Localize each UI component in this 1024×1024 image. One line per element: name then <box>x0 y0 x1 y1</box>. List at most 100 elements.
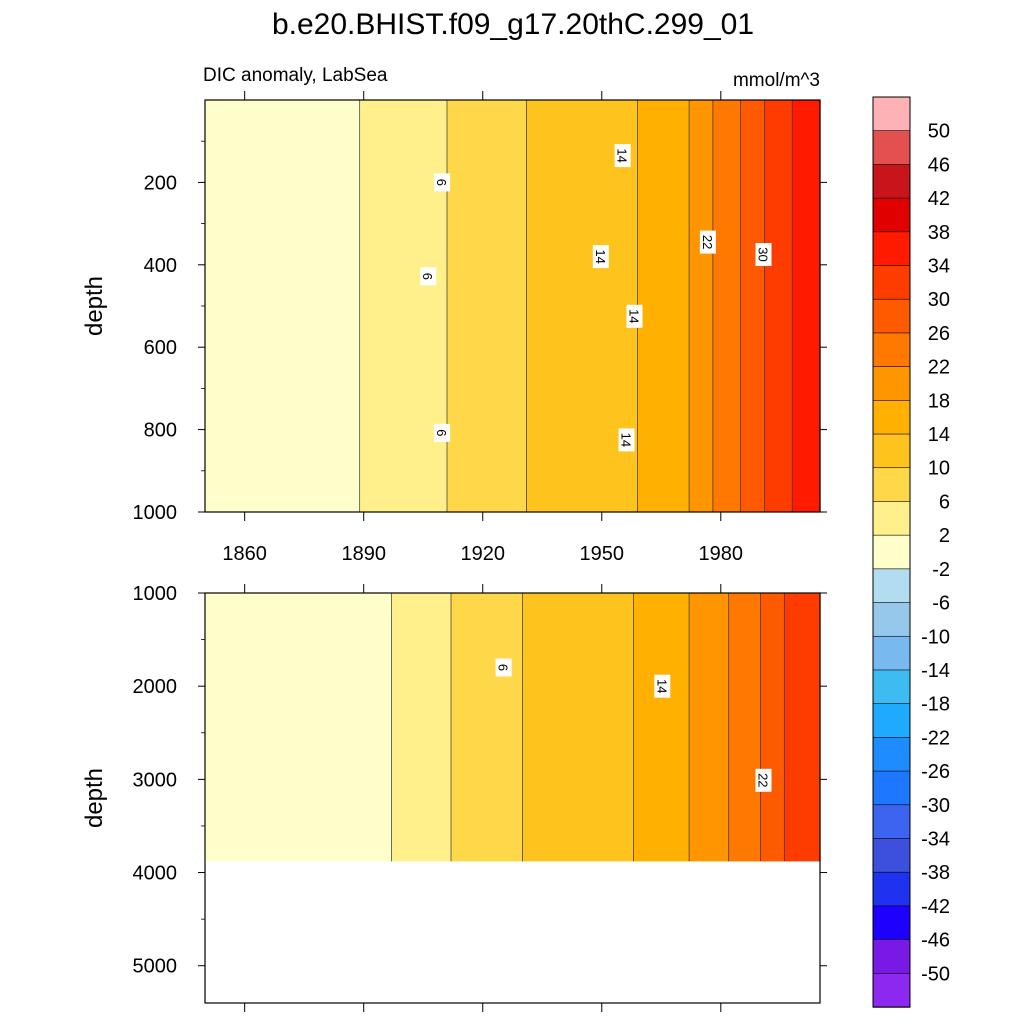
contour-label-box <box>699 230 716 254</box>
contour-label-text: 22 <box>756 773 771 787</box>
colorbar-swatch <box>872 871 911 907</box>
contour-label-box <box>755 243 772 266</box>
anomaly-band <box>637 100 690 512</box>
colorbar-label: -22 <box>921 727 950 749</box>
colorbar-label: 30 <box>928 289 950 311</box>
colorbar-label: 10 <box>928 458 950 480</box>
colorbar-label: -30 <box>921 795 950 817</box>
variable-label: DIC anomaly, LabSea <box>203 65 388 86</box>
contour-label-text: 22 <box>700 235 715 249</box>
anomaly-band <box>447 100 527 512</box>
colorbar-swatch <box>872 804 911 840</box>
units-label: mmol/m^3 <box>733 70 820 91</box>
contour-label-text: 6 <box>496 664 511 671</box>
contour-label-text: 14 <box>627 309 642 323</box>
colorbar-label: -18 <box>921 694 950 716</box>
y-tick-label: 1000 <box>133 583 178 605</box>
contour-label-text: 14 <box>615 148 630 162</box>
colorbar-swatch <box>872 905 911 941</box>
colorbar-label: -14 <box>921 660 950 682</box>
colorbar-label: -26 <box>921 761 950 783</box>
contour-label-box <box>434 173 451 192</box>
x-tick-label: 1920 <box>460 543 505 565</box>
colorbar-label: -46 <box>921 930 950 952</box>
contour-label-box <box>434 423 451 442</box>
plot-frame <box>204 592 821 1004</box>
contour-label-box <box>618 428 635 452</box>
contour-label: 14 <box>614 144 631 168</box>
anomaly-band <box>359 100 448 512</box>
anomaly-band <box>712 100 742 512</box>
colorbar-swatch <box>872 602 911 637</box>
colorbar-swatch <box>872 838 911 873</box>
contour-label: 22 <box>755 768 772 792</box>
colorbar-swatch <box>872 568 911 604</box>
y-tick-label: 400 <box>144 255 177 277</box>
contour-label-text: 6 <box>434 429 449 436</box>
contour-label-text: 6 <box>420 273 435 280</box>
contour-label-box <box>614 144 631 168</box>
contour-label-box <box>755 768 772 792</box>
anomaly-band <box>391 593 452 862</box>
y-axis-label: depth <box>81 276 108 336</box>
x-tick-label: 1980 <box>699 543 744 565</box>
y-axis-label: depth <box>81 768 108 828</box>
colorbar-swatch <box>872 737 911 772</box>
colorbar-swatch <box>872 669 911 705</box>
contour-label: 14 <box>654 674 671 698</box>
figure-title: b.e20.BHIST.f09_g17.20thC.299_01 <box>272 8 754 41</box>
anomaly-band <box>633 593 690 862</box>
colorbar-swatch <box>872 939 911 974</box>
colorbar-label: -34 <box>921 829 950 851</box>
colorbar-swatch <box>872 332 911 368</box>
colorbar-label: -2 <box>932 559 950 581</box>
colorbar-frame <box>872 96 911 1008</box>
colorbar-label: 50 <box>928 121 950 143</box>
colorbar-swatch <box>872 703 911 739</box>
y-tick-label: 4000 <box>133 863 178 885</box>
anomaly-band <box>760 593 785 862</box>
colorbar-label: 42 <box>928 188 950 210</box>
colorbar-label: 26 <box>928 323 950 345</box>
colorbar-swatch <box>872 534 911 570</box>
contour-label: 14 <box>626 304 643 328</box>
colorbar-label: -10 <box>921 626 950 648</box>
contour-label: 6 <box>495 658 512 677</box>
upper-depth-panel: 200 400 600 800 1000 depth 1860 1890 1920 1950 198… <box>81 91 827 565</box>
contour-label: 14 <box>592 245 609 269</box>
colorbar-swatch <box>872 433 911 469</box>
colorbar: 50 46 42 38 34 30 26 22 18 14 10 6 2 -2 -6 -10 -14 -18 -22… <box>872 96 950 1008</box>
colorbar-swatch <box>872 635 911 671</box>
contour-label-box <box>626 304 643 328</box>
colorbar-swatch <box>872 164 911 199</box>
contour-label-text: 30 <box>756 247 771 261</box>
colorbar-swatch <box>872 972 911 1008</box>
colorbar-label: 18 <box>928 390 950 412</box>
contour-label: 30 <box>755 243 772 266</box>
contour-label-text: 14 <box>654 679 669 693</box>
colorbar-swatch <box>872 400 911 435</box>
contour-label-box <box>654 674 671 698</box>
contour-label-box <box>495 658 512 677</box>
colorbar-swatch <box>872 467 911 503</box>
contour-label-text: 14 <box>593 249 608 263</box>
contour-label: 6 <box>420 267 437 286</box>
contour-label-box <box>420 267 437 286</box>
y-tick-label: 5000 <box>133 956 178 978</box>
colorbar-swatch <box>872 231 911 267</box>
colorbar-swatch <box>872 96 911 132</box>
x-tick-label: 1890 <box>341 543 386 565</box>
contour-label: 14 <box>618 428 635 452</box>
y-tick-label: 1000 <box>133 502 178 524</box>
contour-label-text: 6 <box>434 179 449 186</box>
anomaly-band <box>792 100 821 512</box>
contour-label: 22 <box>699 230 716 254</box>
colorbar-swatch <box>872 130 911 166</box>
y-tick-label: 200 <box>144 172 177 194</box>
anomaly-band <box>451 593 523 862</box>
anomaly-band <box>689 100 714 512</box>
anomaly-band <box>689 593 730 862</box>
x-tick-label: 1950 <box>580 543 625 565</box>
y-tick-label: 2000 <box>133 676 178 698</box>
